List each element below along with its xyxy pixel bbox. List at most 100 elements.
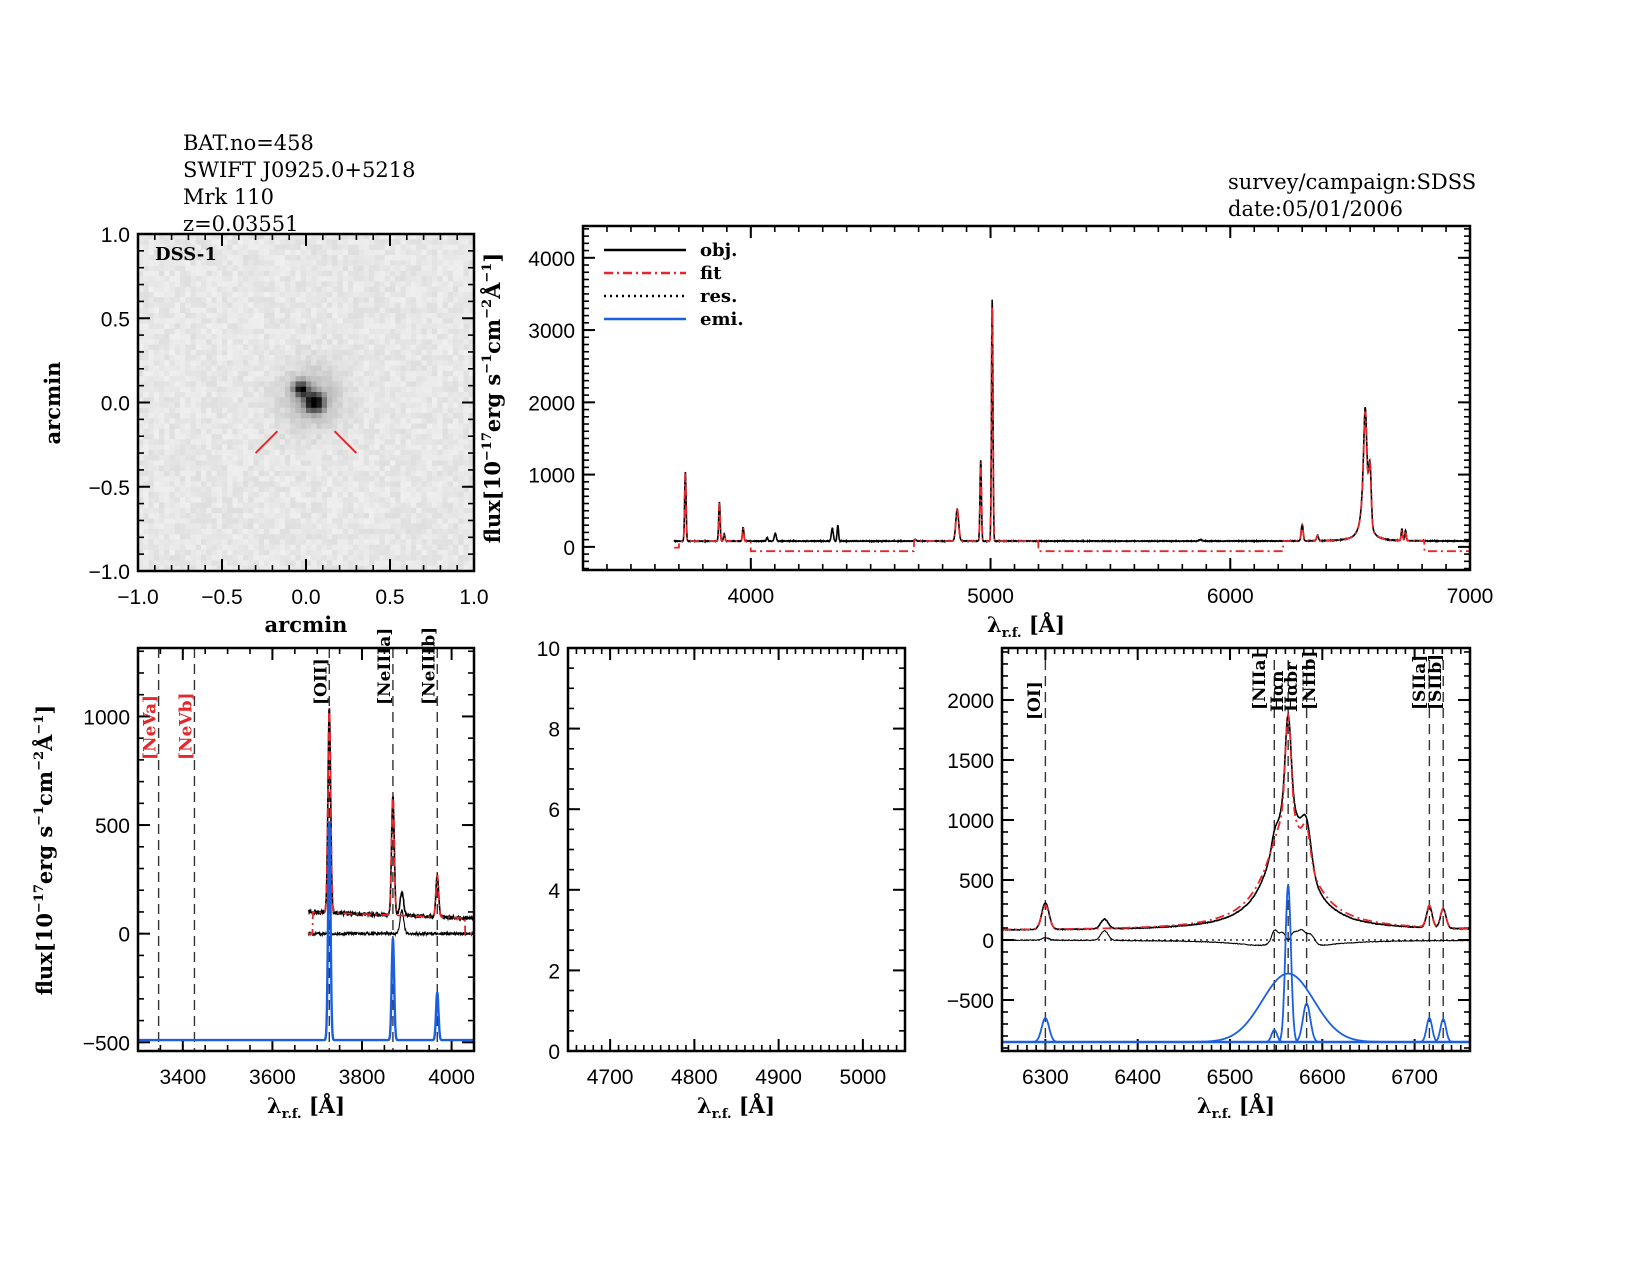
image-pixel [206,460,213,467]
image-pixel [432,470,438,477]
image-pixel [337,497,344,504]
image-pixel [148,444,155,451]
image-pixel [227,518,234,525]
image-pixel [437,397,444,404]
image-pixel [185,381,192,388]
image-pixel [374,370,381,377]
image-pixel [138,323,144,330]
image-pixel [232,307,239,314]
image-pixel [237,244,244,251]
image-pixel [342,549,349,556]
image-pixel [390,386,396,393]
image-pixel [411,360,417,367]
image-pixel [201,307,207,314]
image-pixel [416,555,423,562]
image-pixel [185,418,192,425]
image-pixel [243,397,249,404]
image-pixel [195,502,202,509]
image-pixel [348,391,354,398]
image-pixel [400,549,407,556]
image-pixel [174,497,181,504]
image-pixel [164,281,171,288]
image-pixel [185,486,192,493]
image-pixel [437,534,444,541]
image-pixel [227,318,234,325]
image-pixel [384,507,391,514]
image-pixel [405,360,412,367]
image-pixel [411,402,417,409]
image-pixel [421,439,428,446]
image-pixel [211,381,218,388]
image-pixel [337,302,344,309]
image-pixel [306,439,312,446]
image-pixel [458,334,465,340]
image-pixel [248,423,255,430]
image-pixel [327,260,333,267]
image-pixel [285,270,291,277]
image-pixel [274,244,281,251]
image-pixel [232,434,239,440]
image-pixel [458,370,465,377]
image-pixel [216,397,223,404]
image-pixel [222,565,228,572]
image-pixel [405,328,412,335]
y-tick-label: −500 [83,1032,130,1055]
image-pixel [237,486,244,493]
image-pixel [374,391,381,398]
image-pixel [332,402,339,409]
image-pixel [279,544,286,551]
image-pixel [153,539,160,546]
image-pixel [411,355,417,361]
image-pixel [337,239,344,246]
image-pixel [348,386,354,393]
image-pixel [290,391,297,398]
image-pixel [243,497,249,504]
image-pixel [421,502,428,509]
image-pixel [442,344,449,351]
image-pixel [285,518,291,525]
image-pixel [153,507,160,514]
image-pixel [421,518,428,525]
image-pixel [274,370,281,377]
image-pixel [369,549,375,556]
image-pixel [332,555,339,562]
image-pixel [468,470,475,477]
image-pixel [227,360,234,367]
image-pixel [295,302,302,309]
image-pixel [295,513,302,519]
image-pixel [327,476,333,483]
image-pixel [264,265,270,272]
series-group [138,648,474,1051]
image-pixel [190,413,197,419]
image-pixel [463,365,470,372]
image-pixel [437,365,444,372]
image-pixel [327,334,333,340]
image-pixel [369,513,375,519]
image-pixel [180,470,186,477]
image-pixel [353,528,360,535]
image-pixel [405,365,412,372]
image-pixel [353,376,360,383]
image-pixel [384,413,391,419]
image-pixel [248,365,255,372]
image-pixel [195,302,202,309]
image-pixel [421,286,428,293]
image-pixel [432,370,438,377]
image-pixel [185,528,192,535]
series-group [673,299,1470,553]
image-pixel [342,334,349,340]
image-pixel [148,470,155,477]
image-pixel [285,339,291,346]
image-pixel [279,302,286,309]
image-pixel [269,486,276,493]
image-pixel [316,334,323,340]
image-pixel [237,470,244,477]
image-pixel [374,449,381,456]
image-pixel [248,270,255,277]
image-pixel [185,413,192,419]
image-pixel [453,323,459,330]
image-pixel [232,528,239,535]
image-pixel [363,286,370,293]
image-pixel [258,449,265,456]
image-pixel [327,428,333,435]
